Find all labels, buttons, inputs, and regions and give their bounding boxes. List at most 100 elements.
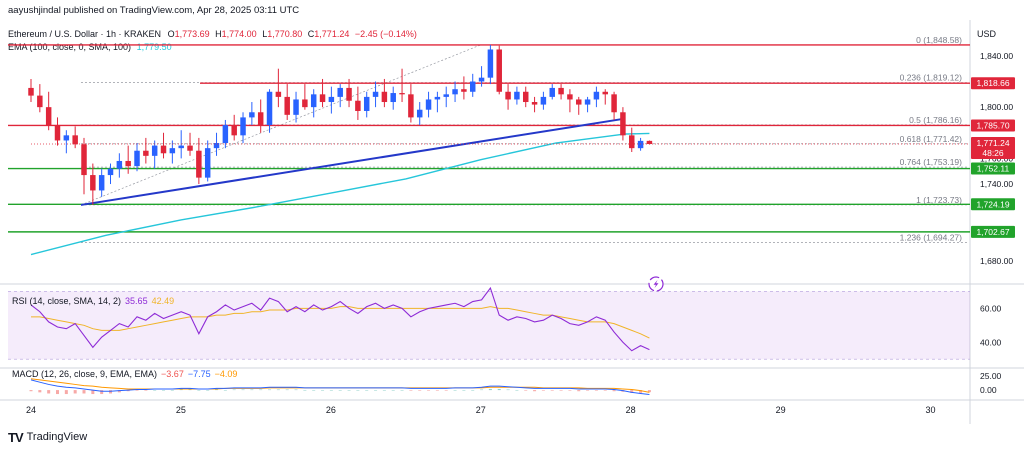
bullish-trend-line bbox=[80, 117, 625, 206]
fib-level-label: 1 (1,723.73) bbox=[916, 195, 962, 205]
candle-body bbox=[134, 150, 140, 167]
macd-histogram-bar bbox=[356, 390, 360, 391]
macd-histogram-bar bbox=[647, 390, 651, 393]
candle-body bbox=[90, 175, 96, 191]
candle-body bbox=[408, 94, 414, 118]
price-tag-label: 1,752.11 bbox=[977, 164, 1010, 174]
macd-histogram-bar bbox=[639, 390, 643, 393]
macd-histogram-bar bbox=[427, 390, 431, 391]
macd-histogram-bar bbox=[250, 389, 254, 391]
candle-body bbox=[257, 112, 264, 126]
svg-text:Ethereum / U.S. Dollar · 1h ·: Ethereum / U.S. Dollar · 1h · KRAKEN O1,… bbox=[8, 29, 417, 39]
price-tick-label: 1,680.00 bbox=[980, 256, 1013, 266]
candle-body bbox=[620, 112, 626, 136]
candle-body bbox=[381, 91, 388, 103]
macd-histogram-bar bbox=[382, 390, 386, 391]
macd-histogram-bar bbox=[153, 390, 157, 391]
macd-histogram-bar bbox=[135, 390, 139, 391]
candle-body bbox=[169, 148, 176, 154]
candle-body bbox=[143, 150, 149, 156]
candle-body bbox=[28, 87, 34, 96]
candle-body bbox=[611, 94, 617, 113]
macd-histogram-bar bbox=[109, 390, 113, 394]
candle-body bbox=[266, 91, 273, 126]
macd-histogram-bar bbox=[303, 390, 307, 391]
last-price-tag-box bbox=[971, 137, 1015, 160]
macd-histogram-bar bbox=[312, 390, 316, 391]
time-tick-label: 30 bbox=[926, 405, 936, 415]
candle-body bbox=[107, 168, 114, 176]
macd-histogram-bar bbox=[162, 390, 166, 391]
macd-tick-label: 0.00 bbox=[980, 385, 997, 395]
macd-histogram-bar bbox=[550, 390, 554, 391]
macd-histogram-bar bbox=[524, 390, 528, 391]
low-label: L bbox=[262, 29, 267, 39]
candle-body bbox=[363, 96, 370, 111]
candle-body bbox=[328, 96, 335, 103]
symbol-title: Ethereum / U.S. Dollar · 1h · KRAKEN bbox=[8, 29, 161, 39]
macd-histogram-bar bbox=[497, 388, 501, 391]
candle-body bbox=[558, 87, 564, 95]
last-price-label: 1,771.24 bbox=[976, 138, 1009, 148]
candle-body bbox=[567, 94, 573, 100]
fib-level-label: 1.236 (1,694.27) bbox=[900, 233, 963, 243]
macd-histogram-bar bbox=[321, 390, 325, 391]
price-tag-box bbox=[971, 225, 1015, 238]
macd-histogram-bar bbox=[197, 390, 201, 391]
candle-body bbox=[399, 93, 405, 95]
candle-body bbox=[416, 109, 423, 118]
macd-histogram-bar bbox=[462, 390, 466, 391]
publish-info: aayushjindal published on TradingView.co… bbox=[8, 5, 300, 16]
macd-histogram-bar bbox=[418, 390, 422, 391]
price-tag-label: 1,702.67 bbox=[976, 227, 1009, 237]
macd-histogram-bar bbox=[453, 390, 457, 391]
candle-body bbox=[222, 125, 229, 144]
candle-body bbox=[452, 89, 458, 95]
price-tag-box bbox=[971, 77, 1015, 90]
macd-histogram-bar bbox=[91, 390, 95, 395]
candle-body bbox=[443, 94, 449, 97]
candle-body bbox=[275, 91, 282, 97]
macd-histogram-bar bbox=[38, 390, 42, 393]
time-tick-label: 28 bbox=[626, 405, 636, 415]
footer[interactable]: TV TradingView bbox=[8, 428, 87, 446]
macd-histogram-bar bbox=[29, 390, 33, 392]
candle-body bbox=[629, 135, 635, 149]
macd-histogram-bar bbox=[126, 390, 130, 392]
candle-body bbox=[434, 96, 441, 100]
macd-histogram-bar bbox=[533, 390, 537, 392]
candle-body bbox=[355, 100, 361, 111]
ema-legend-value: 1,779.50 bbox=[137, 42, 172, 52]
candle-body bbox=[151, 145, 158, 156]
macd-histogram-bar bbox=[612, 390, 616, 392]
chart-frame[interactable]: Ethereum / U.S. Dollar · 1h · KRAKEN O1,… bbox=[0, 20, 1024, 424]
candle-body bbox=[302, 99, 308, 108]
macd-histogram-bar bbox=[586, 390, 590, 391]
macd-histogram-bar bbox=[232, 389, 236, 391]
macd-histogram-bar bbox=[100, 390, 104, 395]
price-tick-label: 1,840.00 bbox=[980, 51, 1013, 61]
high-value: 1,774.00 bbox=[222, 29, 257, 39]
candle-body bbox=[116, 160, 123, 169]
macd-histogram-bar bbox=[568, 390, 572, 391]
macd-histogram-bar bbox=[268, 389, 272, 391]
candle-body bbox=[514, 91, 520, 100]
candle-body bbox=[231, 125, 237, 136]
countdown-label: 48:26 bbox=[982, 148, 1004, 158]
macd-histogram-bar bbox=[347, 390, 351, 391]
candle-body bbox=[213, 143, 220, 149]
price-tag-box bbox=[971, 119, 1015, 132]
price-tag-box bbox=[971, 162, 1015, 175]
candle-body bbox=[284, 96, 290, 115]
fib-level-label: 0 (1,848.58) bbox=[916, 35, 962, 45]
macd-histogram-bar bbox=[206, 390, 210, 391]
macd-histogram-bar bbox=[515, 390, 519, 391]
macd-histogram-bar bbox=[400, 390, 404, 391]
macd-histogram-bar bbox=[541, 390, 545, 391]
macd-histogram-bar bbox=[276, 389, 280, 391]
candle-body bbox=[98, 175, 105, 191]
macd-histogram-bar bbox=[215, 389, 219, 391]
macd-histogram-bar bbox=[471, 390, 475, 391]
price-tag-label: 1,818.66 bbox=[976, 78, 1009, 88]
lightning-alert-icon[interactable] bbox=[648, 276, 664, 292]
